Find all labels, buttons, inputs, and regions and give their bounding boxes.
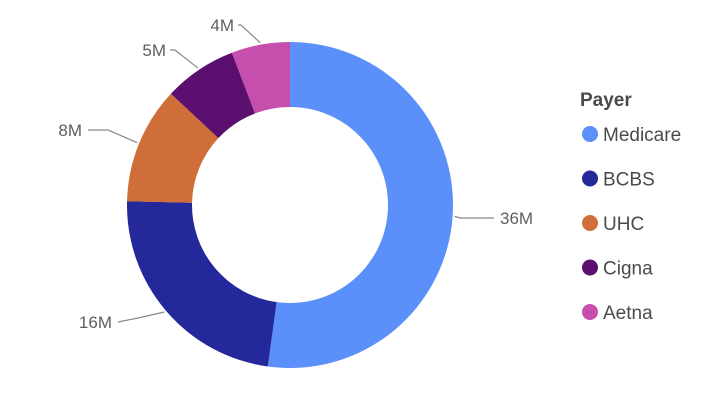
legend-label-bcbs: BCBS [603,170,655,191]
data-label-bcbs: 16M [79,313,112,332]
leader-line-cigna [170,50,198,68]
legend-marker-aetna [582,304,598,320]
legend-item-cigna[interactable]: Cigna [582,259,653,280]
data-label-cigna: 5M [142,41,166,60]
legend: Payer Medicare BCBS UHC Cigna Aetna [580,90,681,324]
data-label-aetna: 4M [210,16,234,35]
legend-item-uhc[interactable]: UHC [582,214,644,235]
donut-slice-medicare[interactable] [268,42,453,368]
data-label-uhc: 8M [58,121,82,140]
leader-line-aetna [238,25,260,43]
legend-title: Payer [580,90,632,111]
donut-slices [127,42,453,368]
legend-marker-uhc [582,215,598,231]
legend-marker-cigna [582,260,598,276]
leader-line-bcbs [118,312,164,322]
legend-item-medicare[interactable]: Medicare [582,125,681,146]
leader-line-uhc [88,130,137,143]
legend-label-medicare: Medicare [603,125,681,146]
legend-item-bcbs[interactable]: BCBS [582,170,655,191]
data-label-medicare: 36M [500,209,533,228]
legend-label-uhc: UHC [603,214,644,235]
legend-marker-bcbs [582,171,598,187]
donut-slice-bcbs[interactable] [127,201,277,366]
legend-marker-medicare [582,126,598,142]
leader-line-medicare [455,216,494,218]
legend-item-aetna[interactable]: Aetna [582,303,653,324]
legend-label-aetna: Aetna [603,303,653,324]
legend-label-cigna: Cigna [603,259,653,280]
